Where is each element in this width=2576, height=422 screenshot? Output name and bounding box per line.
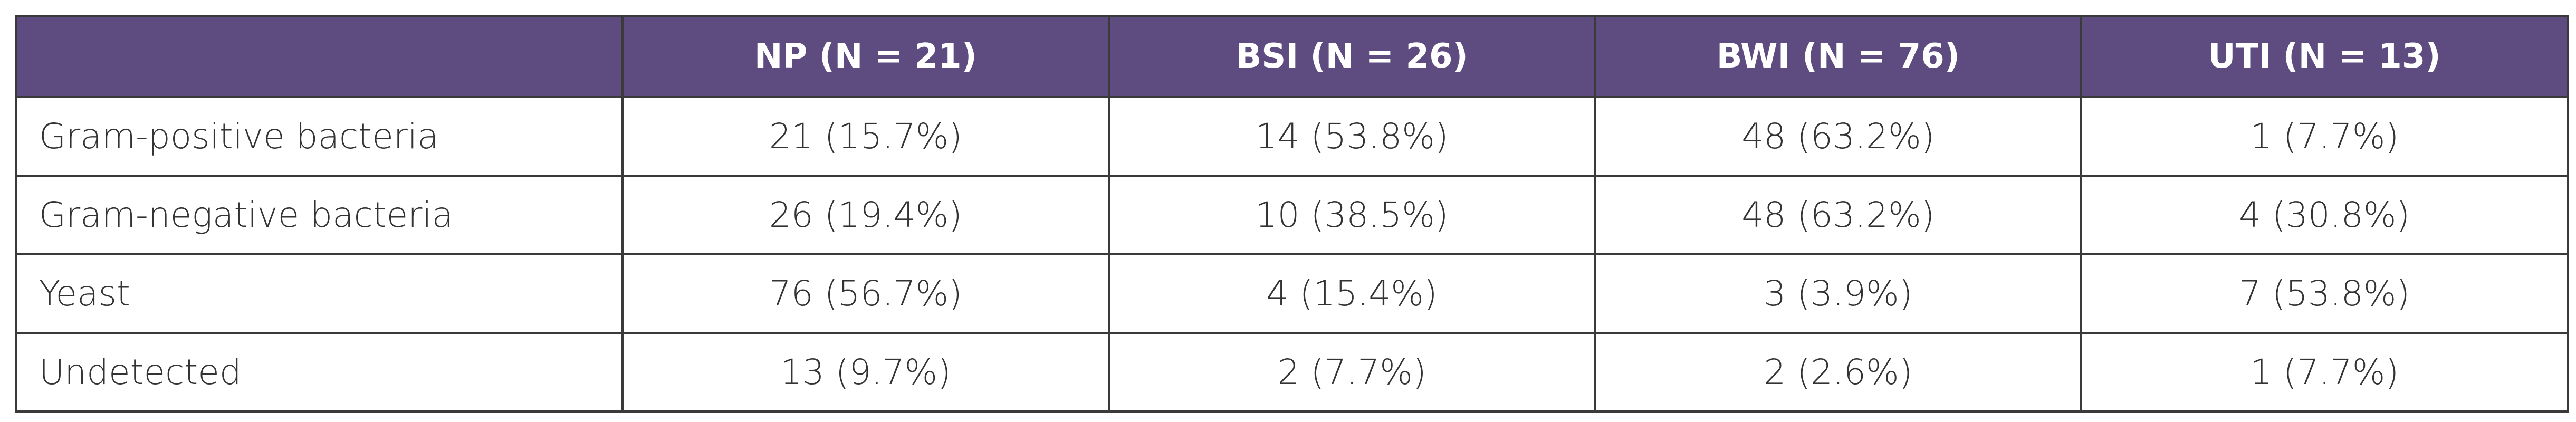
- table-cell: 4 (15.4%): [1107, 253, 1596, 334]
- table-row: Gram-negative bacteria 26 (19.4%) 10 (38…: [15, 175, 2569, 255]
- header-cell-bwi: BWI (N = 76): [1594, 15, 2083, 98]
- header-cell-bsi: BSI (N = 26): [1107, 15, 1596, 98]
- header-cell-corner: [15, 15, 624, 98]
- table-cell: 13 (9.7%): [621, 332, 1110, 413]
- row-label: Gram-positive bacteria: [15, 96, 624, 177]
- data-table-container: NP (N = 21) BSI (N = 26) BWI (N = 76) UT…: [15, 15, 2569, 413]
- header-cell-np: NP (N = 21): [621, 15, 1110, 98]
- table-cell: 1 (7.7%): [2080, 332, 2569, 413]
- table-header: NP (N = 21) BSI (N = 26) BWI (N = 76) UT…: [15, 15, 2569, 98]
- header-cell-uti: UTI (N = 13): [2080, 15, 2569, 98]
- table-cell: 14 (53.8%): [1107, 96, 1596, 177]
- table-cell: 26 (19.4%): [621, 175, 1110, 255]
- table-cell: 10 (38.5%): [1107, 175, 1596, 255]
- table-row: Gram-positive bacteria 21 (15.7%) 14 (53…: [15, 96, 2569, 177]
- table-cell: 2 (2.6%): [1594, 332, 2083, 413]
- table-cell: 7 (53.8%): [2080, 253, 2569, 334]
- header-row: NP (N = 21) BSI (N = 26) BWI (N = 76) UT…: [15, 15, 2569, 98]
- table-row: Undetected 13 (9.7%) 2 (7.7%) 2 (2.6%) 1…: [15, 332, 2569, 413]
- table-cell: 76 (56.7%): [621, 253, 1110, 334]
- table-cell: 3 (3.9%): [1594, 253, 2083, 334]
- table-cell: 1 (7.7%): [2080, 96, 2569, 177]
- table-cell: 21 (15.7%): [621, 96, 1110, 177]
- row-label: Undetected: [15, 332, 624, 413]
- row-label: Gram-negative bacteria: [15, 175, 624, 255]
- table-cell: 48 (63.2%): [1594, 175, 2083, 255]
- table-body: Gram-positive bacteria 21 (15.7%) 14 (53…: [15, 96, 2569, 413]
- data-table: NP (N = 21) BSI (N = 26) BWI (N = 76) UT…: [15, 15, 2569, 413]
- table-cell: 2 (7.7%): [1107, 332, 1596, 413]
- table-row: Yeast 76 (56.7%) 4 (15.4%) 3 (3.9%) 7 (5…: [15, 253, 2569, 334]
- row-label: Yeast: [15, 253, 624, 334]
- table-cell: 4 (30.8%): [2080, 175, 2569, 255]
- table-cell: 48 (63.2%): [1594, 96, 2083, 177]
